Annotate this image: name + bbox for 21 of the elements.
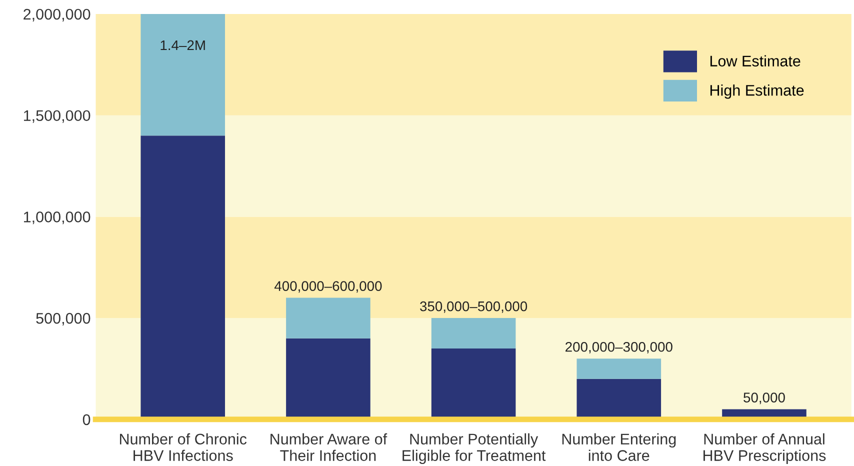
x-tick-label: Number of Chronic HBV Infections — [120, 433, 247, 461]
bar — [140, 14, 226, 136]
bar — [576, 358, 662, 379]
bar — [286, 298, 370, 338]
x-tick-label: Number Entering into Care — [562, 433, 676, 461]
total-label: 350,000–500,000 — [420, 301, 528, 313]
legend-label: High Estimate — [710, 84, 804, 99]
y-tick-label: 1,000,000 — [24, 212, 90, 224]
bar — [431, 318, 516, 348]
total-label: 50,000 — [744, 392, 785, 404]
y-tick-label: 500,000 — [36, 312, 90, 326]
legend-label: Low Estimate — [710, 55, 800, 66]
y-tick-label: 2,000,000 — [24, 8, 90, 22]
total-label: 400,000–600,000 — [274, 281, 382, 293]
y-tick-label: 0 — [82, 414, 90, 426]
x-tick-label: Number Aware of Their Infection — [270, 433, 388, 461]
y-tick-label: 1,500,000 — [24, 110, 90, 123]
total-label: 1.4–2M — [160, 40, 205, 50]
x-tick-label: Number of Annual HBV Prescriptions — [704, 433, 826, 464]
x-tick-label: Number Potentially Eligible for Treatment — [402, 433, 546, 464]
total-label: 200,000–300,000 — [566, 342, 672, 354]
